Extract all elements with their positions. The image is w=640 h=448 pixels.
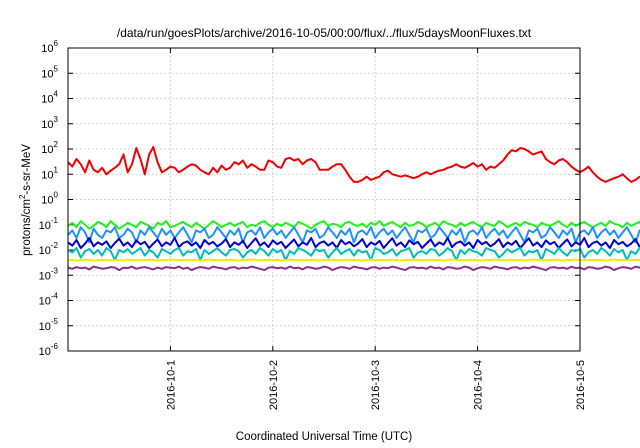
y-tick-label: 102 (41, 140, 58, 156)
y-ticks: 10-610-510-410-310-210-11001011021031041… (39, 39, 580, 358)
data-series (67, 146, 640, 272)
grid-lines (68, 48, 581, 351)
y-axis-label: protons/cm2-s-sr-MeV (18, 144, 33, 256)
x-tick-label: 2016-10-4 (473, 360, 485, 410)
y-tick-label-base: 10 (41, 94, 53, 106)
y-tick-label: 10-5 (39, 317, 59, 333)
series-line-4 (67, 237, 640, 249)
y-tick-label: 104 (41, 90, 58, 106)
y-tick-label-base: 10 (41, 68, 53, 80)
y-tick-label-base: 10 (41, 43, 53, 55)
series-line-3 (67, 226, 640, 244)
y-tick-label-exponent: 2 (54, 140, 59, 149)
y-tick-label: 103 (41, 115, 58, 131)
y-tick-label: 10-2 (39, 241, 59, 257)
chart-title: /data/run/goesPlots/archive/2016-10-05/0… (117, 26, 532, 40)
y-tick-label-exponent: 3 (54, 115, 59, 124)
y-axis-label-main: protons/cm (21, 199, 33, 256)
x-tick-label: 2016-10-3 (370, 360, 382, 410)
y-tick-label-exponent: -4 (51, 292, 59, 301)
y-axis-label-sup: 2 (18, 194, 27, 199)
y-tick-label-base: 10 (39, 220, 51, 232)
y-tick-label: 106 (41, 39, 58, 55)
y-tick-label-exponent: 4 (54, 90, 59, 99)
y-axis-label-rest: -s-sr-MeV (21, 144, 33, 195)
y-tick-label-base: 10 (41, 195, 53, 207)
y-tick-label: 10-1 (39, 216, 59, 232)
x-tick-label: 2016-10-5 (575, 360, 587, 410)
y-tick-label-base: 10 (39, 270, 51, 282)
series-line-2 (67, 220, 640, 230)
y-tick-label-exponent: -2 (51, 241, 59, 250)
y-tick-label: 10-3 (39, 266, 59, 282)
y-tick-label: 100 (41, 191, 58, 207)
y-tick-label-exponent: 6 (54, 39, 59, 48)
y-tick-label-base: 10 (41, 144, 53, 156)
y-tick-label-exponent: -6 (51, 342, 59, 351)
series-line-5 (67, 247, 640, 261)
x-ticks: 2016-10-1 2016-10-2 2016-10-3 2016-10-4 2016… (165, 48, 587, 410)
y-tick-label: 10-4 (39, 292, 59, 308)
y-tick-label-base: 10 (39, 245, 51, 257)
series-line-1 (67, 146, 640, 183)
y-tick-label-exponent: 0 (54, 191, 59, 200)
y-tick-label: 105 (41, 64, 58, 80)
y-tick-label-base: 10 (39, 321, 51, 333)
y-tick-label-exponent: -1 (51, 216, 59, 225)
y-tick-label: 10-6 (39, 342, 59, 358)
y-tick-label-exponent: -3 (51, 266, 59, 275)
y-tick-label-base: 10 (41, 119, 53, 131)
y-tick-label-exponent: 1 (54, 165, 59, 174)
series-line-6 (68, 258, 640, 262)
y-tick-label-base: 10 (41, 169, 53, 181)
series-line-7 (67, 265, 640, 272)
y-tick-label-exponent: 5 (54, 64, 59, 73)
x-axis-label: Coordinated Universal Time (UTC) (236, 431, 413, 443)
y-tick-label: 101 (41, 165, 58, 181)
y-tick-label-exponent: -5 (51, 317, 59, 326)
x-tick-label: 2016-10-2 (268, 360, 280, 410)
plot-frame (67, 47, 581, 352)
x-tick-label: 2016-10-1 (165, 360, 177, 410)
y-tick-label-base: 10 (39, 296, 51, 308)
y-tick-label-base: 10 (39, 346, 51, 358)
